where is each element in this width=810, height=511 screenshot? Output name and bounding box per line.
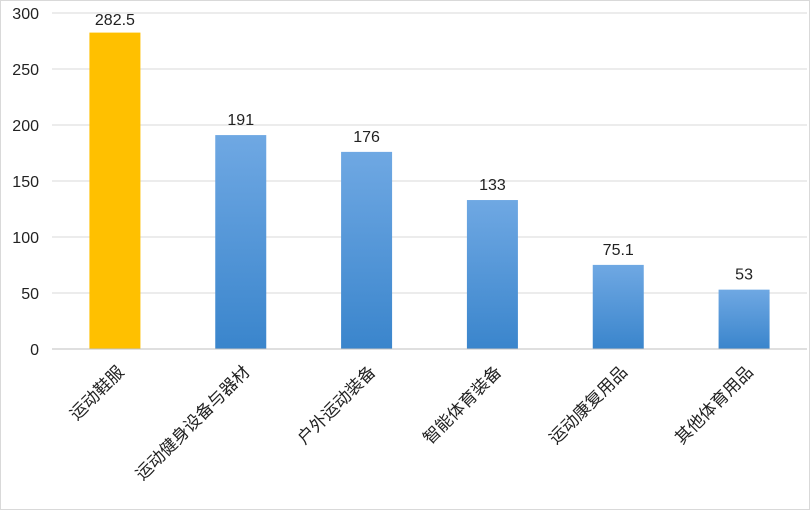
bar [89, 32, 141, 349]
data-label: 133 [479, 177, 506, 194]
y-tick-label: 200 [12, 118, 39, 135]
y-tick-label: 50 [21, 286, 39, 303]
bars [89, 32, 770, 349]
gridlines [52, 12, 807, 294]
category-label: 其他体育用品 [671, 362, 757, 448]
data-label: 191 [227, 112, 254, 129]
category-label: 运动康复用品 [546, 362, 632, 448]
bar [718, 289, 770, 349]
category-label: 户外运动装备 [294, 362, 380, 448]
x-axis-categories: 运动鞋服 运动健身设备与器材 户外运动装备 智能体育装备 运动康复用品 其他体育用品 [66, 362, 757, 484]
category-label: 运动鞋服 [66, 362, 128, 424]
bar [466, 200, 518, 349]
bar [341, 151, 393, 349]
data-label: 176 [353, 129, 380, 146]
y-axis-ticks: 0 50 100 150 200 250 300 [12, 6, 39, 359]
bar [215, 135, 267, 349]
y-tick-label: 150 [12, 174, 39, 191]
data-label: 53 [735, 267, 753, 284]
y-tick-label: 300 [12, 6, 39, 23]
data-labels: 282.5 191 176 133 75.1 53 [95, 12, 753, 284]
bar [592, 264, 644, 349]
y-tick-label: 100 [12, 230, 39, 247]
y-tick-label: 250 [12, 62, 39, 79]
category-label: 运动健身设备与器材 [132, 362, 254, 484]
data-label: 282.5 [95, 12, 135, 29]
data-label: 75.1 [603, 242, 634, 259]
category-label: 智能体育装备 [420, 362, 506, 448]
y-tick-label: 0 [30, 342, 39, 359]
